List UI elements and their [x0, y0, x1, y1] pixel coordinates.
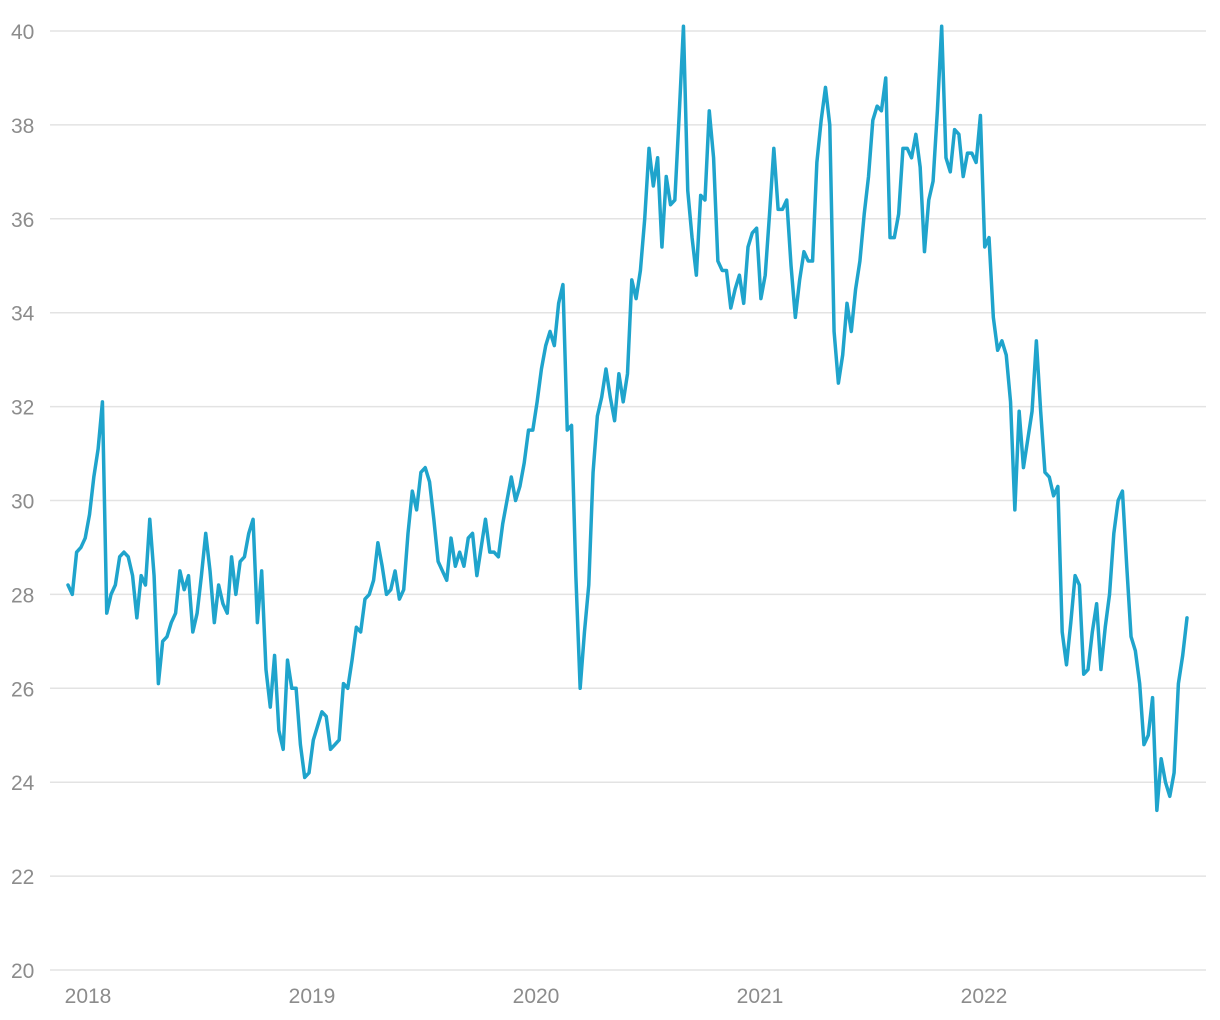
series-line [66, 24, 1189, 813]
y-tick-label: 32 [11, 397, 34, 420]
grid-lines [50, 30, 1206, 971]
y-tick-label: 36 [11, 209, 34, 232]
x-tick-label: 2020 [513, 985, 560, 1008]
x-tick-label: 2022 [961, 985, 1008, 1008]
y-tick-label: 26 [11, 678, 34, 701]
x-axis: 2018 2019 2020 2021 2022 [65, 985, 1008, 1008]
x-tick-label: 2018 [65, 985, 112, 1008]
y-tick-label: 20 [11, 960, 34, 983]
y-axis: 20 22 24 26 28 30 32 34 36 38 40 [11, 21, 35, 983]
series-layer [66, 24, 1189, 813]
y-tick-label: 34 [11, 303, 35, 326]
y-tick-label: 22 [11, 866, 34, 889]
x-tick-label: 2019 [289, 985, 336, 1008]
y-tick-label: 38 [11, 115, 34, 138]
y-tick-label: 24 [11, 772, 35, 795]
y-tick-label: 28 [11, 584, 34, 607]
y-tick-label: 40 [11, 21, 34, 44]
y-tick-label: 30 [11, 491, 34, 514]
x-tick-label: 2021 [737, 985, 784, 1008]
